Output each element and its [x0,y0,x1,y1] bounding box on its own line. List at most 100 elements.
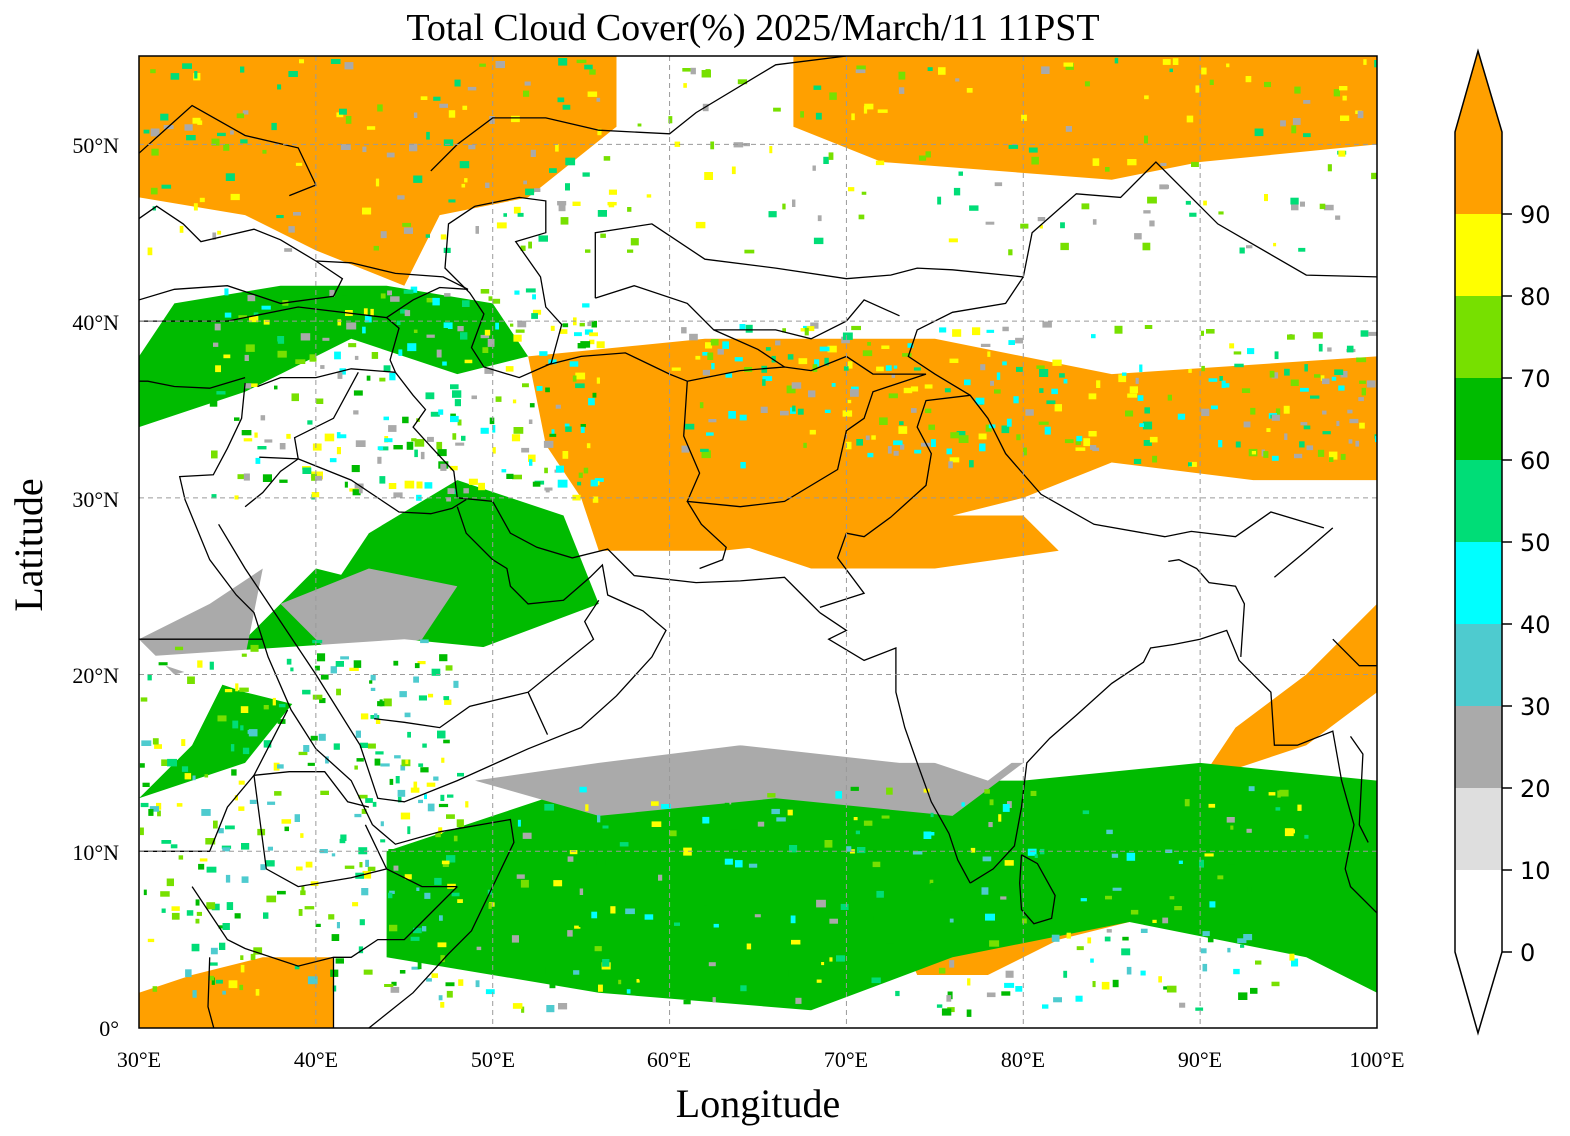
cloud-speckle [980,343,991,347]
cloud-speckle [427,436,434,442]
cloud-speckle [1288,864,1296,868]
cloud-speckle [271,122,277,131]
cloud-speckle [740,985,747,992]
cloud-speckle [426,131,430,140]
cloud-speckle [365,798,373,803]
cloud-speckle [284,826,289,832]
cloud-speckle [456,819,464,827]
cloud-speckle [840,903,849,910]
cloud-speckle [226,296,232,301]
cloud-speckle [222,990,226,995]
cloud-speckle [669,830,677,837]
cloud-speckle [1020,223,1029,229]
cloud-speckle [979,443,986,452]
cloud-speckle [353,660,362,668]
cloud-speckle [375,178,380,187]
cloud-speckle [399,970,406,974]
cloud-speckle [195,918,200,924]
cloud-speckle [1195,85,1200,93]
cloud-speckle [1112,887,1122,891]
cloud-speckle [277,764,284,769]
cloud-speckle [171,906,180,911]
cloud-speckle [875,160,885,166]
cloud-speckle [388,425,397,432]
cloud-speckle [443,247,451,253]
x-tick-label: 80°E [1001,1047,1045,1072]
cloud-speckle [762,379,766,386]
cloud-speckle [961,802,965,807]
cloud-speckle [1060,242,1069,251]
cloud-speckle [209,962,218,966]
cloud-speckle [524,81,531,86]
boundary-line [819,532,866,609]
cloud-speckle [994,389,1001,394]
cloud-speckle [1230,825,1234,830]
cloud-speckle [569,361,579,367]
cloud-speckle [407,731,411,738]
cloud-speckle [1269,370,1275,378]
cloud-speckle [1292,118,1301,125]
cloud-speckle [1013,396,1019,404]
cloud-speckle [237,474,246,480]
cloud-speckle [431,973,438,978]
cloud-speckle [681,445,690,453]
cloud-speckle [549,433,557,437]
cloud-speckle [731,829,738,835]
cloud-speckle [1250,407,1256,415]
cloud-speckle [148,809,154,816]
cloud-speckle [1076,946,1084,951]
cloud-speckle [491,319,499,326]
cloud-speckle [286,433,291,439]
cloud-speckle [724,858,733,865]
cloud-speckle [211,494,217,499]
cloud-speckle [558,58,568,66]
cloud-speckle [824,409,831,413]
cloud-region-partly [475,745,1024,816]
cloud-speckle [140,802,149,808]
cloud-speckle [1008,249,1013,256]
cloud-speckle [348,343,357,348]
cloud-speckle [564,423,570,428]
cloud-speckle [147,938,155,943]
cloud-speckle [317,471,323,480]
cloud-region-partly [139,568,263,675]
cloud-speckle [505,366,514,372]
cloud-speckle [819,346,830,352]
gridlines [139,56,1377,1028]
boundary-line [139,306,400,373]
cloud-speckle [288,71,298,77]
cloud-speckle [154,744,162,749]
cloud-speckle [418,763,424,767]
cloud-speckle [152,738,159,745]
cloud-speckle [390,296,400,302]
cloud-speckle [295,359,306,364]
x-tick-label: 100°E [1349,1047,1404,1072]
cloud-speckle [911,408,917,413]
cloud-speckle [393,865,399,871]
cloud-speckle [1127,159,1137,166]
cloud-speckle [590,479,598,487]
cloud-speckle [243,473,250,481]
cloud-speckle [921,442,930,447]
cloud-speckle [1239,247,1245,254]
boundary-line [253,775,387,888]
cloud-speckle [528,454,536,462]
cloud-speckle [929,832,935,836]
cloud-speckle [221,845,232,849]
colorbar-tick-label: 80 [1520,283,1551,311]
cloud-speckle [420,96,428,100]
cloud-speckle [420,451,425,460]
cloud-speckle [912,851,923,855]
cloud-speckle [352,902,359,907]
cloud-speckle [240,706,249,713]
cloud-speckle [366,126,376,130]
cloud-speckle [689,333,698,341]
cloud-speckle [413,175,423,183]
cloud-speckle [238,315,247,319]
cloud-speckle [1263,451,1269,458]
cloud-speckle [986,992,996,998]
cloud-speckle [143,129,150,134]
cloud-speckle [358,794,368,799]
boundary-line [594,161,1377,299]
cloud-speckle [626,989,631,994]
